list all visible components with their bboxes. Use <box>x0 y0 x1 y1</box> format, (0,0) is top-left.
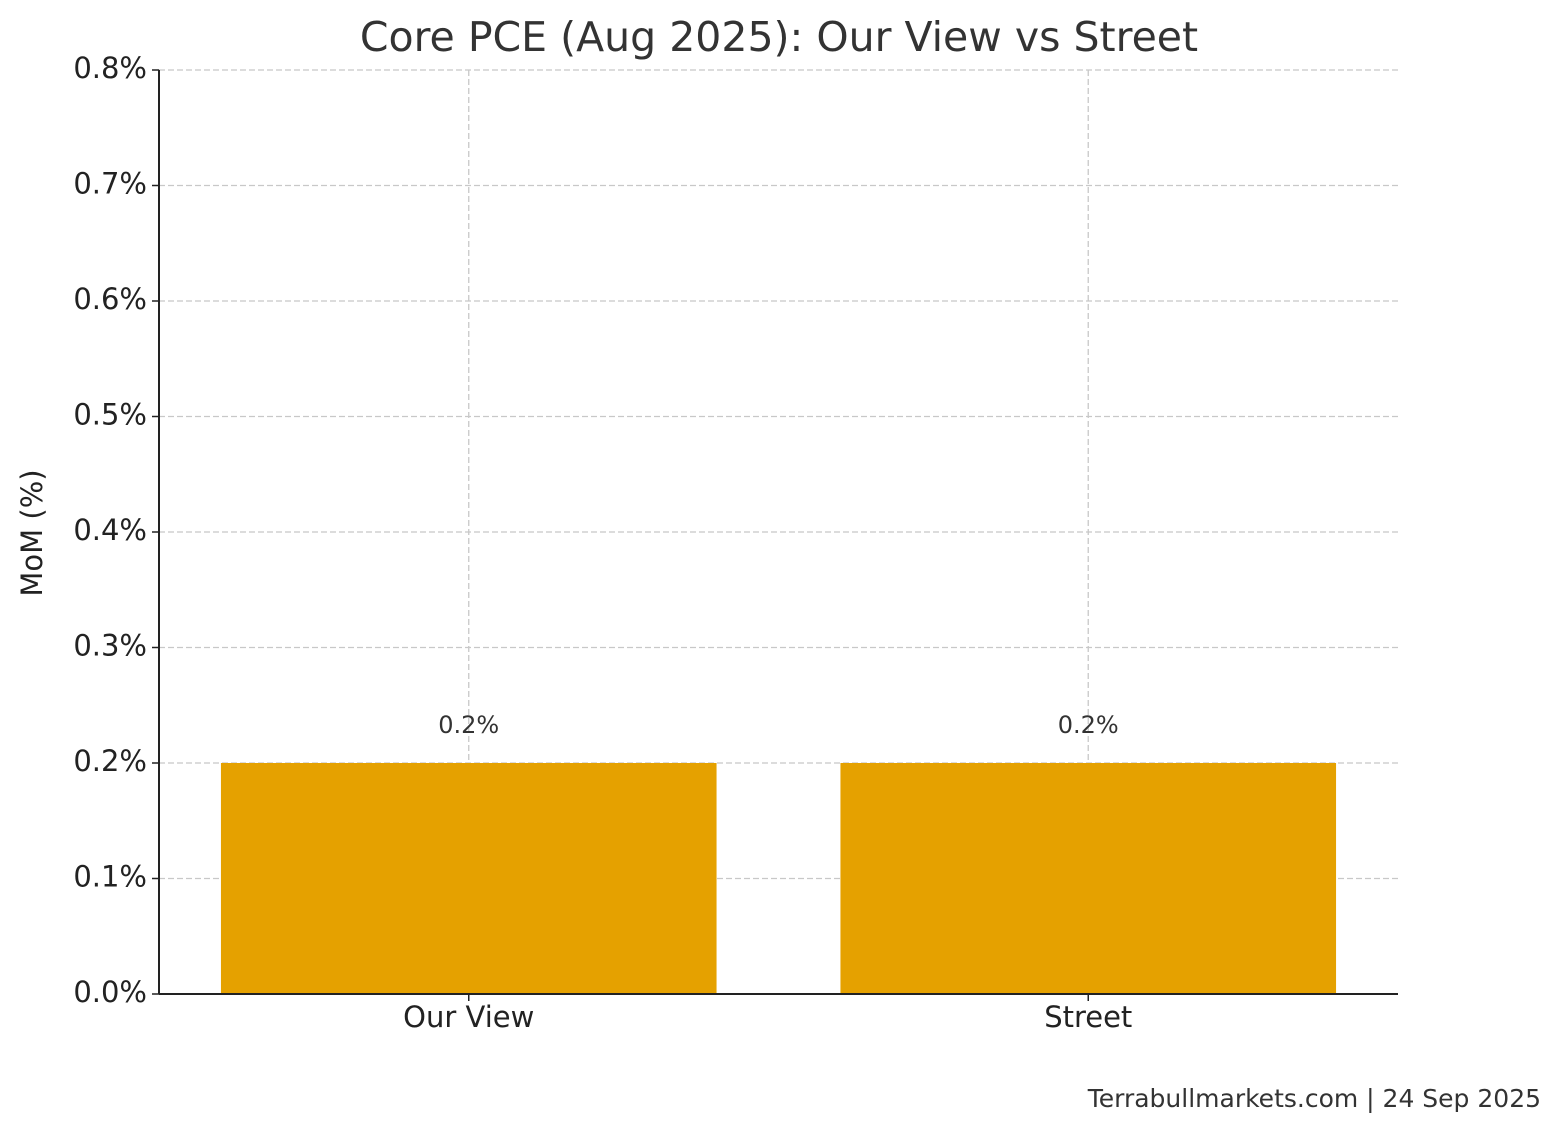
bar <box>840 763 1337 994</box>
y-axis-label: MoM (%) <box>15 469 49 596</box>
y-tick-label: 0.5% <box>73 398 147 432</box>
y-tick-label: 0.2% <box>73 744 147 778</box>
value-label: 0.2% <box>438 711 499 739</box>
y-tick-label: 0.1% <box>73 860 147 894</box>
y-tick-label: 0.4% <box>73 513 147 547</box>
value-label: 0.2% <box>1058 711 1119 739</box>
x-tick-label: Street <box>1044 1000 1132 1034</box>
annotation: Terrabullmarkets.com | 24 Sep 2025 <box>1087 1084 1541 1113</box>
y-tick-label: 0.7% <box>73 167 147 201</box>
bar <box>220 763 717 994</box>
y-tick-label: 0.3% <box>73 629 147 663</box>
y-tick-label: 0.6% <box>73 282 147 316</box>
y-tick-label: 0.8% <box>73 51 147 85</box>
chart-title: Core PCE (Aug 2025): Our View vs Street <box>360 13 1198 61</box>
x-tick-label: Our View <box>403 1000 534 1034</box>
y-tick-label: 0.0% <box>73 975 147 1009</box>
